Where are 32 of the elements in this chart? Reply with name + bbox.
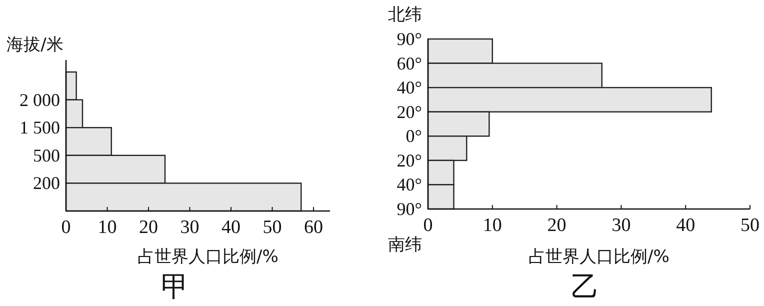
text: 200: [33, 173, 60, 194]
text: 1 500: [20, 118, 60, 138]
x-tick-label: 50: [740, 215, 760, 236]
text: 500: [33, 145, 60, 166]
x-tick-label: 60: [304, 217, 323, 238]
x-tick-label: 10: [98, 217, 117, 238]
text: 甲: [161, 270, 189, 303]
x-tick-label: 40: [676, 215, 696, 236]
x-axis-title: 占世界人口比例/%: [138, 247, 278, 267]
x-tick-label: 10: [482, 215, 502, 236]
text: 2 000: [20, 90, 60, 110]
x-tick-label: 50: [262, 217, 282, 238]
text: 90°: [396, 29, 422, 49]
text: 乙: [571, 270, 599, 303]
text: 0°: [406, 126, 422, 146]
x-tick-label: 20: [139, 217, 158, 238]
x-tick-label: 40: [222, 217, 240, 238]
y-axis-title: 北纬: [388, 5, 422, 25]
x-tick-label: 0: [61, 217, 71, 238]
text: 40°: [396, 174, 422, 195]
text: 20°: [396, 150, 422, 170]
text: 南纬: [388, 235, 422, 255]
x-tick-label: 30: [612, 215, 631, 236]
text: 20°: [396, 102, 422, 122]
text: 40°: [396, 78, 422, 98]
x-tick-label: 20: [547, 215, 566, 236]
x-tick-label: 0: [423, 215, 433, 236]
x-axis-title: 占世界人口比例/%: [528, 247, 670, 267]
text: 90°: [396, 199, 422, 219]
text: 60°: [396, 53, 422, 74]
x-tick-label: 30: [180, 217, 200, 238]
y-axis-title: 海拔/米: [6, 35, 64, 55]
